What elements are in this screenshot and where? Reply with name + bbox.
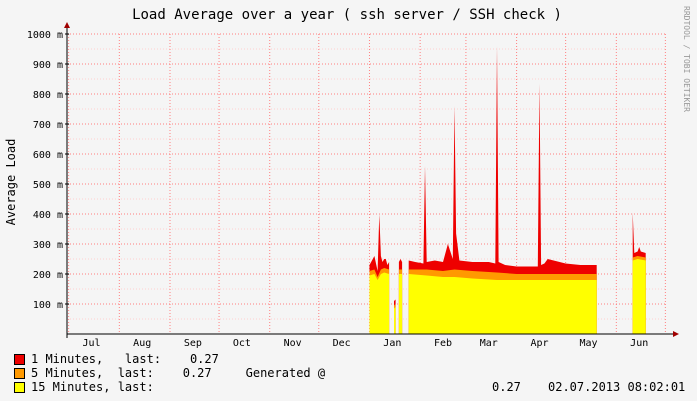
x-tick-label: May xyxy=(579,338,597,349)
x-tick-label: Feb xyxy=(434,338,452,349)
legend-1min-label: 1 Minutes, last: 0.27 xyxy=(31,352,219,366)
legend-15min-swatch xyxy=(14,381,25,393)
generated-label: Generated @ xyxy=(245,366,326,380)
x-tick-label: Sep xyxy=(184,338,202,349)
legend-1min-swatch xyxy=(14,353,25,365)
x-tick-label: Mar xyxy=(480,338,498,349)
legend-5min-label: 5 Minutes, last: 0.27 xyxy=(31,366,212,380)
series-area-15min xyxy=(632,259,646,334)
legend-5min: 5 Minutes, last: 0.27 Generated @ xyxy=(14,366,325,380)
y-tick-label: 900 m xyxy=(33,60,63,71)
data-areas xyxy=(369,46,646,334)
y-tick-label: 1000 m xyxy=(27,30,63,41)
y-axis-label: Average Load xyxy=(4,139,18,226)
x-tick-label: Nov xyxy=(284,338,302,349)
x-tick-label: Apr xyxy=(530,338,548,349)
y-tick-label: 600 m xyxy=(33,150,63,161)
y-tick-label: 500 m xyxy=(33,180,63,191)
tick-labels: 100 m 200 m 300 m 400 m 500 m 600 m 700 m 800 m… xyxy=(27,30,648,349)
x-axis-arrow xyxy=(673,331,679,337)
series-area-15min xyxy=(369,272,390,334)
x-tick-label: Jul xyxy=(82,338,100,349)
y-tick-label: 700 m xyxy=(33,120,63,131)
legend-15min: 15 Minutes, last: xyxy=(14,380,154,394)
x-tick-label: Dec xyxy=(333,338,351,349)
series-area-15min xyxy=(398,274,403,334)
legend-15min-label: 15 Minutes, last: xyxy=(31,380,154,394)
x-tick-label: Aug xyxy=(133,338,151,349)
x-tick-label: Jun xyxy=(630,338,648,349)
y-tick-label: 300 m xyxy=(33,240,63,251)
legend-5min-swatch xyxy=(14,367,25,379)
series-area-1min xyxy=(408,46,597,334)
y-tick-label: 800 m xyxy=(33,90,63,101)
y-tick-label: 100 m xyxy=(33,300,63,311)
x-tick-label: Oct xyxy=(233,338,251,349)
series-area-15min xyxy=(394,307,396,334)
rrdtool-watermark: RRDTOOL / TOBI OETIKER xyxy=(682,6,691,112)
x-tick-label: Jan xyxy=(383,338,401,349)
axes xyxy=(64,22,679,338)
y-axis-arrow xyxy=(64,22,70,28)
generated-timestamp: 02.07.2013 08:02:01 xyxy=(548,380,686,394)
y-tick-label: 400 m xyxy=(33,210,63,221)
series-area-15min xyxy=(408,274,597,334)
legend-1min: 1 Minutes, last: 0.27 xyxy=(14,352,219,366)
y-tick-label: 200 m xyxy=(33,270,63,281)
chart-title: Load Average over a year ( ssh server / … xyxy=(132,7,562,23)
legend-15min-last-value: 0.27 xyxy=(492,380,521,394)
